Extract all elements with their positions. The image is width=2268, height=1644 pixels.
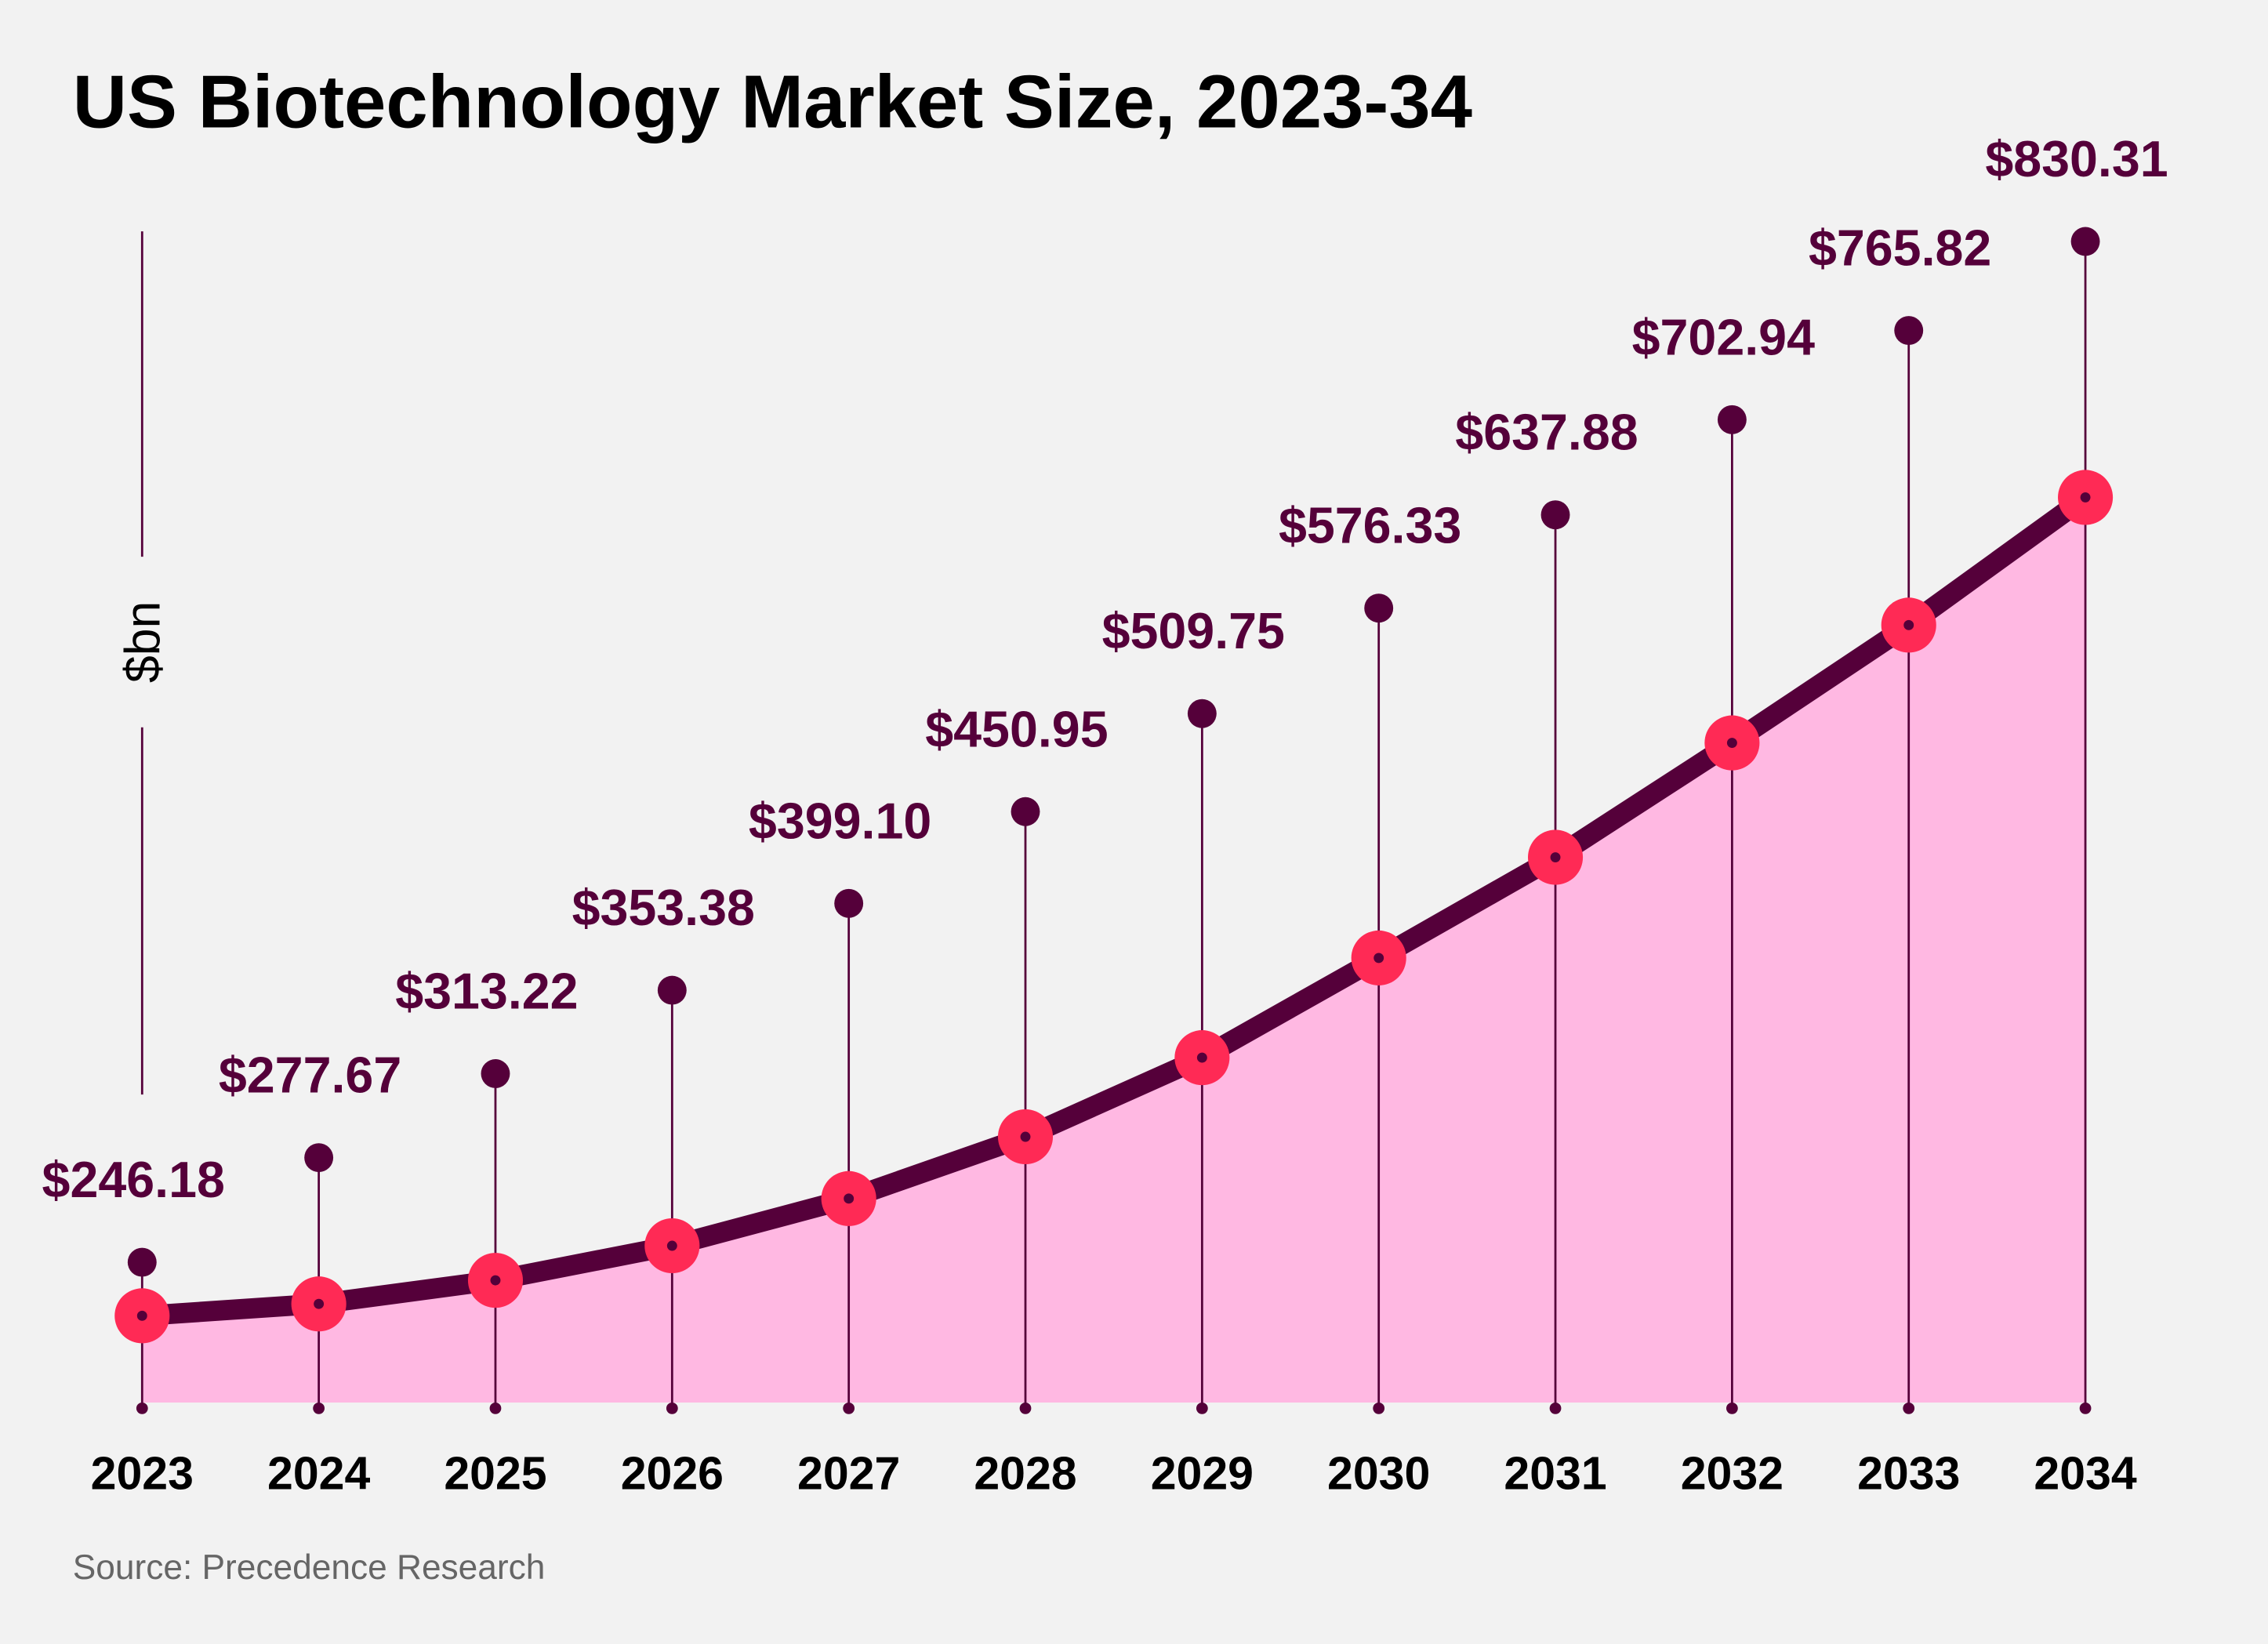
x-tick-2028: 2028 — [974, 1448, 1076, 1500]
base-dot-2034 — [2079, 1402, 2092, 1414]
value-label-2032: $702.94 — [1632, 309, 1815, 365]
base-dot-2023 — [136, 1402, 148, 1414]
base-dot-2026 — [666, 1402, 678, 1414]
top-dot-2029 — [1187, 699, 1217, 728]
x-tick-2026: 2026 — [621, 1448, 724, 1500]
value-label-2026: $353.38 — [572, 880, 755, 936]
base-dot-2025 — [489, 1402, 502, 1414]
line-marker-center-2025 — [490, 1275, 501, 1286]
value-label-2033: $765.82 — [1809, 220, 1991, 277]
line-marker-center-2024 — [314, 1298, 325, 1309]
base-dot-2024 — [313, 1402, 325, 1414]
value-label-2030: $576.33 — [1279, 498, 1461, 554]
line-marker-center-2028 — [1020, 1131, 1031, 1142]
base-dot-2032 — [1726, 1402, 1738, 1414]
line-marker-center-2031 — [1550, 852, 1561, 863]
x-tick-2023: 2023 — [91, 1448, 194, 1500]
top-dot-2030 — [1364, 593, 1394, 623]
line-marker-center-2023 — [136, 1310, 147, 1321]
top-dot-2025 — [481, 1059, 510, 1088]
top-dot-2031 — [1540, 500, 1570, 530]
x-tick-2032: 2032 — [1681, 1448, 1784, 1500]
value-label-2025: $313.22 — [395, 963, 578, 1019]
base-dot-2029 — [1196, 1402, 1208, 1414]
base-dot-2031 — [1549, 1402, 1562, 1414]
line-marker-center-2033 — [1903, 619, 1914, 630]
top-dot-2033 — [1894, 316, 1924, 346]
value-label-2027: $399.10 — [749, 793, 931, 849]
x-tick-2033: 2033 — [1857, 1448, 1960, 1500]
x-tick-2034: 2034 — [2034, 1448, 2136, 1500]
value-label-2031: $637.88 — [1455, 405, 1638, 461]
chart-title: US Biotechnology Market Size, 2023-34 — [73, 60, 1472, 143]
y-axis-label: $bn — [115, 601, 170, 684]
x-tick-2031: 2031 — [1504, 1448, 1606, 1500]
value-label-2024: $277.67 — [219, 1047, 401, 1104]
top-dot-2027 — [834, 888, 864, 918]
value-label-2023: $246.18 — [42, 1152, 225, 1208]
x-tick-2030: 2030 — [1327, 1448, 1430, 1500]
top-dot-2032 — [1717, 405, 1747, 434]
base-dot-2033 — [1903, 1402, 1915, 1414]
x-tick-2029: 2029 — [1151, 1448, 1254, 1500]
line-marker-center-2029 — [1196, 1052, 1207, 1063]
x-tick-2027: 2027 — [797, 1448, 900, 1500]
top-dot-2034 — [2070, 227, 2100, 256]
x-tick-2025: 2025 — [444, 1448, 546, 1500]
top-dot-2023 — [127, 1247, 157, 1277]
line-marker-center-2030 — [1374, 953, 1384, 964]
value-label-2028: $450.95 — [925, 701, 1108, 757]
area-fill — [142, 497, 2086, 1403]
line-marker-center-2032 — [1726, 738, 1737, 749]
x-tick-2024: 2024 — [267, 1448, 370, 1500]
value-label-2034: $830.31 — [1985, 131, 2168, 187]
top-dot-2024 — [304, 1143, 334, 1173]
base-dot-2028 — [1019, 1402, 1032, 1414]
top-dot-2026 — [657, 975, 687, 1005]
source-note: Source: Precedence Research — [73, 1548, 546, 1587]
series-line — [141, 488, 2092, 1326]
line-marker-center-2034 — [2080, 492, 2091, 503]
base-dot-2030 — [1373, 1402, 1385, 1414]
line-marker-center-2026 — [666, 1240, 677, 1251]
top-dot-2028 — [1011, 797, 1040, 826]
base-dot-2027 — [843, 1402, 855, 1414]
value-label-2029: $509.75 — [1102, 603, 1285, 659]
line-marker-center-2027 — [844, 1193, 855, 1204]
